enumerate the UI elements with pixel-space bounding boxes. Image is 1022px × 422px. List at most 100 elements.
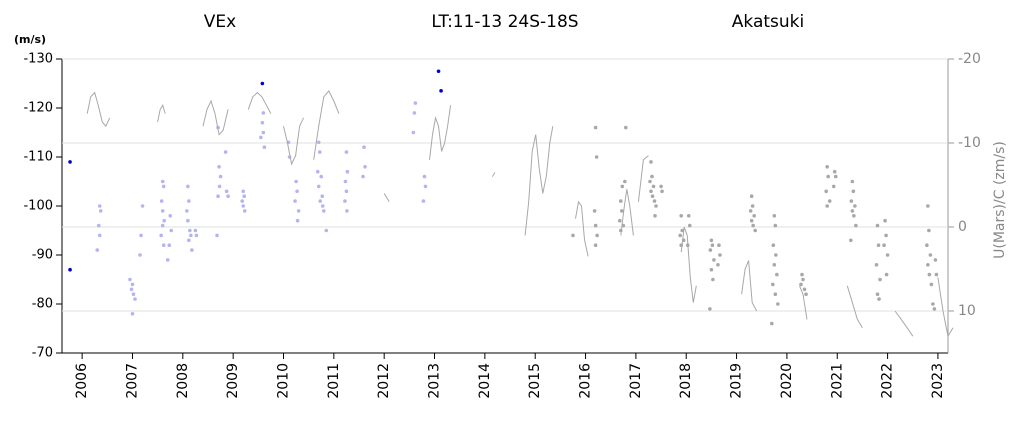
point [317, 150, 322, 154]
x-tick-label: 2006 [74, 363, 90, 399]
point [436, 69, 441, 74]
point [160, 209, 165, 213]
series-label: Akatsuki [732, 12, 804, 32]
point [875, 223, 880, 228]
point [95, 248, 100, 252]
point [68, 267, 72, 272]
point [293, 199, 297, 203]
point [679, 214, 683, 218]
point [926, 204, 930, 208]
point [96, 223, 101, 228]
y2-axis-label: U(Mars)/C (zm/s) [992, 141, 1008, 259]
point [423, 184, 428, 189]
point [97, 204, 102, 208]
point [187, 238, 191, 243]
point [928, 253, 933, 257]
y-tick-label: -70 [32, 346, 53, 361]
point [188, 228, 192, 233]
point [832, 169, 837, 174]
y-tick-label: -120 [23, 101, 53, 116]
point [772, 263, 777, 267]
point [884, 272, 889, 277]
point [242, 209, 247, 213]
point [826, 174, 830, 179]
point [876, 243, 881, 247]
x-tick-label: 2017 [628, 363, 644, 399]
point [749, 194, 754, 198]
point [874, 263, 879, 267]
point [852, 214, 856, 218]
point [218, 174, 223, 179]
point [162, 218, 166, 223]
y-tick-label: -100 [23, 199, 53, 214]
point [344, 150, 349, 154]
point [194, 233, 199, 238]
point [771, 243, 776, 247]
point [133, 297, 137, 301]
y2-tick-label: 0 [958, 219, 967, 235]
point [226, 194, 230, 198]
point [623, 179, 627, 184]
point [592, 209, 597, 213]
point [659, 184, 663, 189]
point [772, 214, 777, 218]
point [140, 204, 145, 208]
point [687, 223, 692, 228]
point [931, 302, 935, 306]
point [260, 81, 265, 86]
point [190, 248, 194, 252]
point [159, 199, 164, 203]
point [617, 218, 622, 223]
point [295, 189, 299, 194]
point [933, 258, 938, 262]
y2-tick-label: -10 [958, 135, 981, 151]
y2-tick-label: -20 [958, 51, 981, 67]
point [217, 184, 222, 189]
y-tick-label: -90 [32, 248, 53, 263]
point [854, 223, 858, 228]
point [261, 130, 266, 135]
series-label: VEx [204, 12, 236, 32]
point [189, 233, 193, 238]
point [320, 204, 325, 208]
point [804, 292, 808, 297]
point [929, 282, 934, 287]
point [620, 184, 625, 189]
point [316, 184, 321, 189]
x-tick-label: 2009 [225, 363, 241, 399]
point [660, 189, 664, 194]
y2-tick-label: 10 [958, 303, 976, 319]
point [853, 204, 857, 208]
point [187, 199, 191, 203]
point [934, 272, 939, 277]
point [773, 223, 778, 228]
point [653, 214, 657, 218]
point [131, 292, 136, 297]
x-tick-label: 2021 [829, 363, 845, 399]
point [885, 253, 890, 257]
point [260, 120, 265, 125]
point [753, 228, 757, 233]
point [927, 272, 932, 277]
point [800, 272, 804, 277]
point [344, 189, 349, 194]
point [262, 145, 267, 149]
y-tick-label: -80 [32, 297, 53, 312]
y-axis-label: (m/s) [14, 33, 46, 46]
point [343, 199, 347, 203]
x-tick-label: 2011 [326, 363, 342, 399]
point [185, 209, 189, 213]
point [878, 277, 882, 282]
point [711, 277, 715, 282]
x-tick-label: 2014 [477, 363, 493, 399]
point [242, 194, 247, 198]
point [751, 223, 755, 228]
point [748, 209, 753, 213]
point [717, 243, 721, 247]
point [224, 189, 229, 194]
point [771, 282, 775, 287]
point [318, 199, 323, 203]
point [884, 233, 888, 238]
point [296, 209, 301, 213]
